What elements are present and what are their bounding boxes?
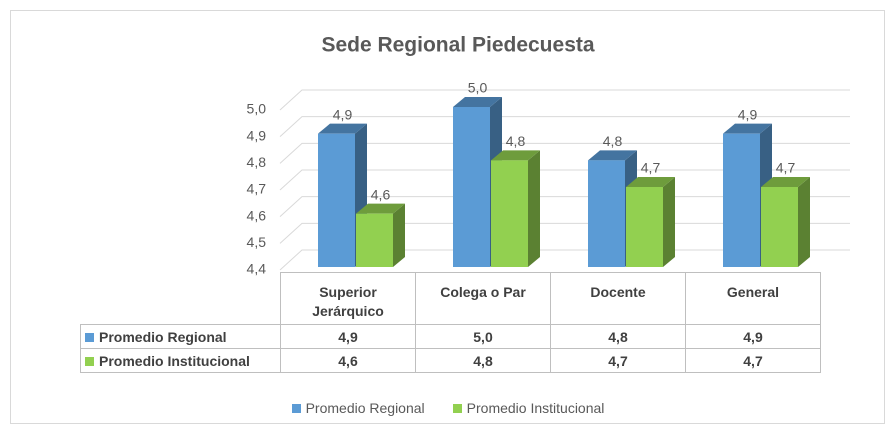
bar-top	[318, 123, 367, 134]
y-tick-label: 5,0	[247, 101, 267, 117]
data-label: 4,8	[506, 133, 526, 149]
legend: Promedio Regional Promedio Institucional	[0, 400, 896, 416]
table-row: Promedio Regional 4,9 5,0 4,8 4,9	[80, 324, 821, 349]
data-label: 4,9	[738, 106, 758, 122]
table-header-row: Superior Jerárquico Colega o Par Docente Ge…	[80, 272, 821, 325]
chart-frame	[10, 10, 885, 424]
table-cell: 4,7	[550, 348, 686, 373]
table-cell: 4,7	[685, 348, 821, 373]
table-cell: 4,8	[415, 348, 551, 373]
data-label: 4,7	[641, 160, 661, 176]
x-tick-label: General	[685, 272, 821, 325]
legend-item: Promedio Regional	[291, 400, 425, 416]
bar-side	[798, 177, 810, 267]
y-tick-label: 4,6	[247, 207, 267, 223]
table-row-header: Promedio Institucional	[80, 348, 281, 373]
bar-front	[626, 187, 663, 267]
grid-line	[279, 116, 850, 138]
table-row-header: Promedio Regional	[80, 324, 281, 349]
bar-top	[723, 123, 772, 134]
y-tick-label: 4,9	[247, 127, 267, 143]
data-label: 4,7	[776, 160, 796, 176]
table-cell: 4,8	[550, 324, 686, 349]
data-label: 4,6	[371, 186, 391, 202]
grid-line	[279, 89, 850, 111]
y-tick-label: 4,5	[247, 234, 267, 250]
bar	[761, 177, 810, 267]
table-cell: 4,9	[280, 324, 416, 349]
legend-key	[85, 356, 94, 366]
bar-top	[491, 150, 540, 161]
bar-top	[626, 177, 675, 187]
table-cell: 4,6	[280, 348, 416, 373]
x-tick-label: Superior Jerárquico	[280, 272, 416, 325]
x-tick-label: Docente	[550, 272, 686, 325]
legend-key	[291, 404, 301, 413]
bar	[356, 203, 405, 267]
legend-key	[452, 404, 462, 413]
table-cell: 5,0	[415, 324, 551, 349]
y-tick-label: 4,7	[247, 181, 267, 197]
data-table: Superior Jerárquico Colega o Par Docente Ge…	[80, 272, 821, 373]
bar	[626, 177, 675, 267]
series-name: Promedio Regional	[99, 328, 227, 345]
bar-side	[528, 150, 540, 267]
legend-label: Promedio Regional	[305, 400, 425, 416]
table-corner	[80, 272, 281, 325]
bar-front	[491, 160, 528, 267]
bar-front	[588, 160, 625, 267]
legend-item: Promedio Institucional	[452, 400, 605, 416]
bar	[491, 150, 540, 267]
bar-top	[453, 97, 502, 107]
bar-front	[356, 213, 393, 267]
bar-front	[318, 133, 355, 267]
table-row: Promedio Institucional 4,6 4,8 4,7 4,7	[80, 348, 821, 373]
legend-key	[85, 332, 94, 342]
bar-top	[356, 203, 405, 214]
data-label: 5,0	[468, 80, 488, 96]
bar-front	[761, 187, 798, 267]
grid-line	[279, 169, 850, 191]
legend-label: Promedio Institucional	[466, 400, 605, 416]
y-tick-label: 4,8	[247, 154, 267, 170]
bar-top	[588, 150, 637, 161]
table-cell: 4,9	[685, 324, 821, 349]
chart-title: Sede Regional Piedecuesta	[321, 34, 594, 57]
data-label: 4,8	[603, 133, 623, 149]
grid-line	[279, 142, 850, 164]
bar-side	[663, 177, 675, 267]
bar-front	[723, 133, 760, 267]
x-tick-label: Colega o Par	[415, 272, 551, 325]
bar-top	[761, 177, 810, 187]
series-name: Promedio Institucional	[99, 352, 250, 369]
bar-side	[393, 203, 405, 267]
bar-front	[453, 107, 490, 267]
data-label: 4,9	[333, 106, 353, 122]
